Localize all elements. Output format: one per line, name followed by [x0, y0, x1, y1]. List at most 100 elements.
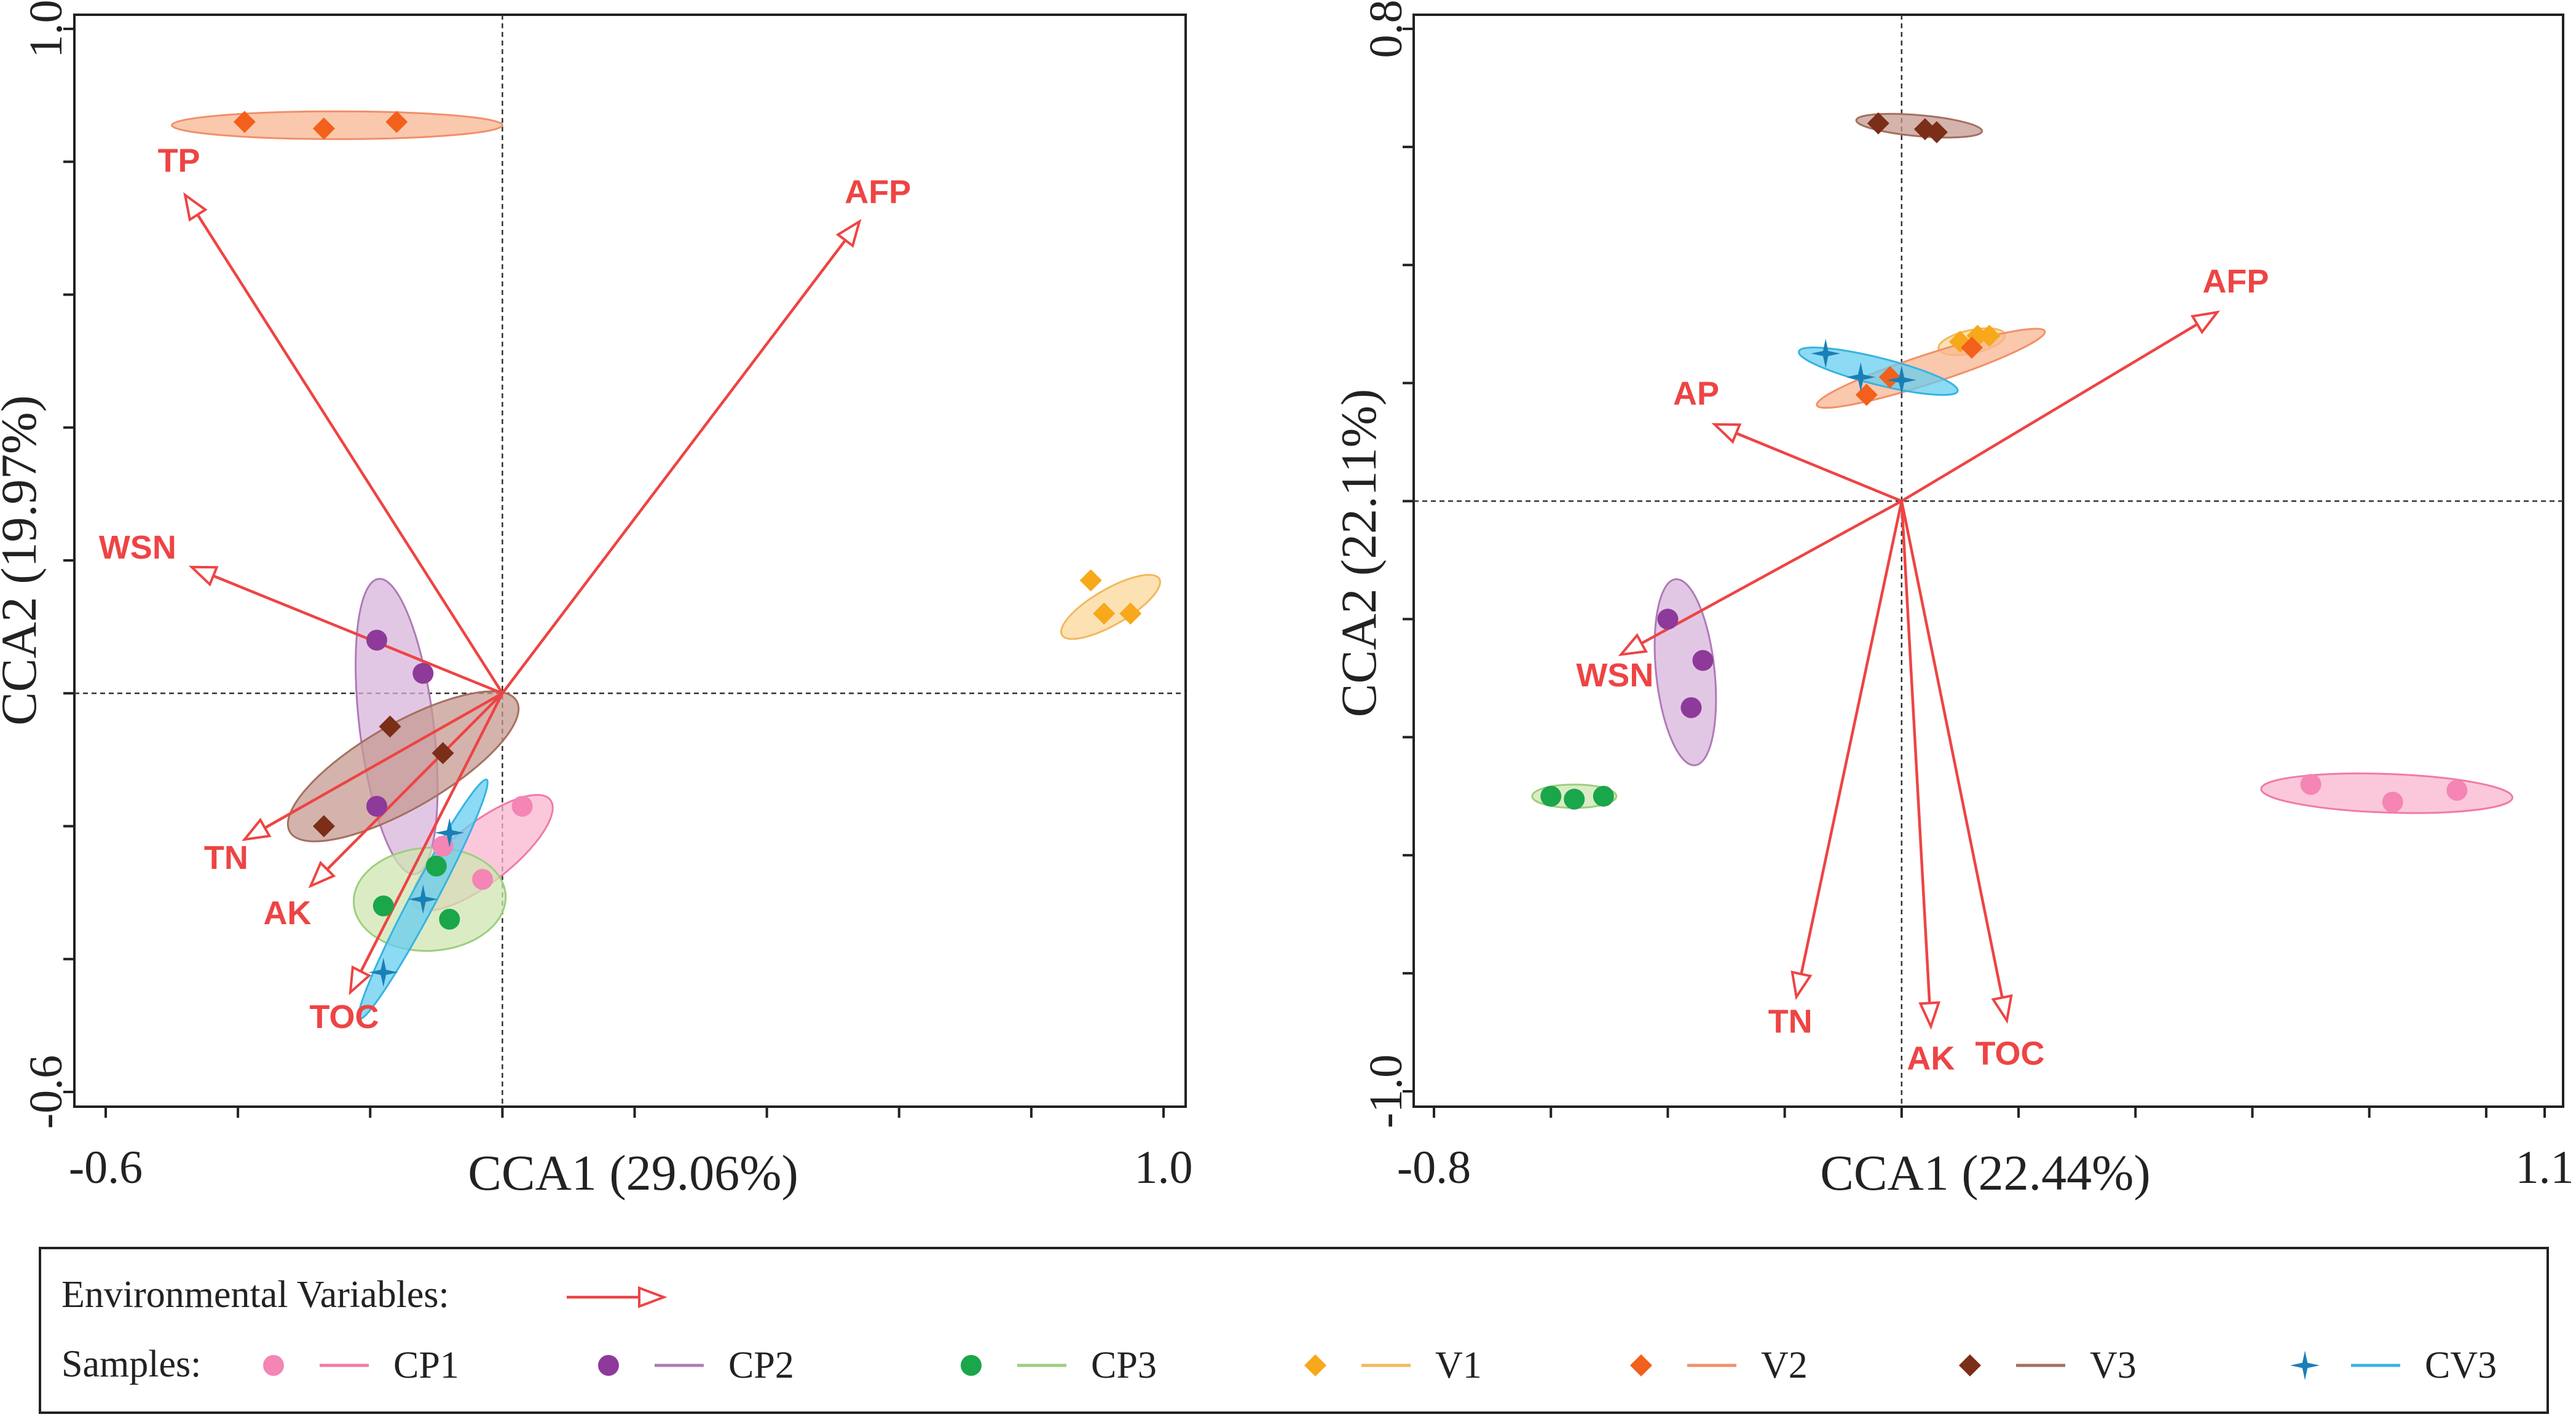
right-point-v1 — [1978, 324, 2001, 347]
right-point-cp3 — [1564, 788, 1585, 810]
right-arrow-label-wsn: WSN — [1576, 657, 1653, 694]
legend-label-v2: V2 — [1761, 1345, 1808, 1386]
right-point-cp3 — [1540, 785, 1562, 807]
left-point-v2 — [312, 117, 335, 140]
left-point-cv3 — [408, 884, 438, 914]
left-point-cp3 — [439, 908, 460, 930]
left-point-v2 — [233, 111, 256, 133]
left-arrow-label-afp: AFP — [845, 174, 911, 211]
right-arrowhead-afp — [2190, 310, 2221, 335]
left-arrowhead-wsn — [188, 565, 219, 587]
left-point-cp1 — [472, 869, 494, 890]
left-arrowhead-tn — [242, 817, 272, 841]
left-plot-frame — [73, 14, 1187, 1108]
legend-label-v1: V1 — [1435, 1345, 1482, 1386]
right-point-v2 — [1878, 366, 1901, 388]
right-arrowhead-ak — [1918, 1001, 1941, 1030]
left-point-v1 — [1079, 569, 1102, 592]
right-y-axis-title: CCA2 (22.11%) — [1331, 389, 1387, 717]
left-x-tick-label: 1.0 — [1135, 1142, 1193, 1193]
right-point-cp2 — [1692, 650, 1714, 671]
left-arrow-tn — [264, 692, 503, 830]
right-point-v3 — [1867, 112, 1889, 135]
right-point-cv3 — [1886, 365, 1916, 395]
left-point-cv3 — [368, 957, 398, 987]
legend-marker-cp2 — [598, 1355, 619, 1376]
left-ellipse-v2 — [171, 110, 503, 140]
legend-marker-v1 — [1304, 1354, 1326, 1376]
right-arrow-label-afp: AFP — [2202, 263, 2269, 300]
right-arrow-wsn — [1641, 500, 1902, 645]
legend-marker-cv3 — [2290, 1351, 2320, 1380]
left-point-v3 — [431, 742, 454, 764]
right-arrow-ap — [1735, 431, 1902, 503]
right-point-cv3 — [1846, 362, 1876, 392]
legend-marker-cp1 — [263, 1355, 284, 1376]
right-arrow-label-toc: TOC — [1975, 1035, 2045, 1072]
legend-label-cv3: CV3 — [2425, 1345, 2497, 1386]
left-arrow-label-tp: TP — [158, 142, 200, 179]
left-x-axis-title: CCA1 (29.06%) — [468, 1145, 798, 1201]
legend-label-cp2: CP2 — [728, 1345, 794, 1386]
left-point-cp2 — [366, 629, 388, 651]
legend-env-arrow-head — [638, 1286, 668, 1308]
left-ellipse-v3 — [286, 690, 520, 842]
right-arrowhead-tn — [1790, 970, 1813, 1000]
right-y-tick-label: 0.8 — [1360, 0, 1412, 58]
legend-samples-label: Samples: — [61, 1343, 201, 1385]
right-arrow-tn — [1800, 500, 1904, 975]
left-point-cp3 — [425, 855, 447, 877]
right-x-tick-label: -0.8 — [1397, 1142, 1471, 1193]
legend-marker-v2 — [1630, 1354, 1652, 1376]
legend-label-cp3: CP3 — [1091, 1345, 1157, 1386]
left-x-tick-label: -0.6 — [69, 1142, 143, 1193]
right-point-cp2 — [1680, 697, 1702, 718]
left-y-tick-label: -0.6 — [20, 1055, 72, 1129]
right-point-v2 — [1960, 336, 1983, 359]
legend: Environmental Variables: Samples: CP1 CP2 CP… — [39, 1247, 2549, 1414]
right-x-tick-label: 1.1 — [2516, 1142, 2574, 1193]
left-point-v2 — [385, 111, 408, 133]
left-point-v3 — [379, 715, 401, 738]
right-arrow-label-ap: AP — [1673, 375, 1719, 412]
right-arrow-ak — [1900, 501, 1931, 1003]
right-cca-panel: -0.8 1.1 0.8 -1.0 CCA1 (22.44%) CCA2 (22.11%)… — [1331, 0, 2574, 1201]
left-arrowhead-afp — [835, 219, 862, 248]
right-arrowhead-wsn — [1618, 633, 1648, 656]
right-arrowhead-toc — [1991, 994, 2013, 1024]
right-arrow-toc — [1900, 500, 2004, 998]
right-point-cp2 — [1657, 608, 1679, 630]
left-cca-panel: -0.6 1.0 1.0 -0.6 CCA1 (29.06%) CCA2 (19.97%)… — [0, 0, 1193, 1201]
legend-marker-v3 — [1959, 1354, 1981, 1376]
left-arrowhead-ak — [308, 860, 336, 889]
left-point-v1 — [1119, 602, 1142, 625]
right-arrow-label-tn: TN — [1768, 1003, 1813, 1040]
left-arrow-ak — [326, 692, 503, 871]
left-arrow-label-tn: TN — [204, 839, 248, 876]
right-y-tick-label: -1.0 — [1360, 1054, 1412, 1128]
legend-frame — [39, 1247, 2549, 1414]
left-point-cp1 — [511, 796, 533, 817]
right-arrow-afp — [1900, 323, 2198, 503]
legend-env-label: Environmental Variables: — [61, 1274, 449, 1316]
legend-label-v3: V3 — [2090, 1345, 2137, 1386]
left-point-cp3 — [372, 895, 394, 917]
left-arrowhead-tp — [183, 192, 208, 222]
right-arrow-label-ak: AK — [1907, 1040, 1955, 1077]
left-arrowhead-toc — [349, 965, 372, 995]
left-point-cp2 — [366, 796, 388, 817]
right-point-v3 — [1925, 121, 1948, 144]
right-point-cp1 — [2446, 780, 2468, 801]
left-arrow-label-wsn: WSN — [99, 529, 176, 566]
left-arrow-wsn — [213, 575, 503, 695]
right-arrowhead-ap — [1711, 423, 1742, 444]
right-plot-frame — [1412, 14, 2564, 1108]
right-point-cp3 — [1593, 785, 1614, 807]
left-point-v1 — [1093, 602, 1116, 625]
left-arrow-toc — [360, 693, 504, 972]
legend-marker-cp3 — [961, 1355, 982, 1376]
right-point-cp1 — [2382, 791, 2403, 813]
left-arrow-label-ak: AK — [263, 895, 311, 932]
left-arrow-tp — [196, 214, 504, 694]
